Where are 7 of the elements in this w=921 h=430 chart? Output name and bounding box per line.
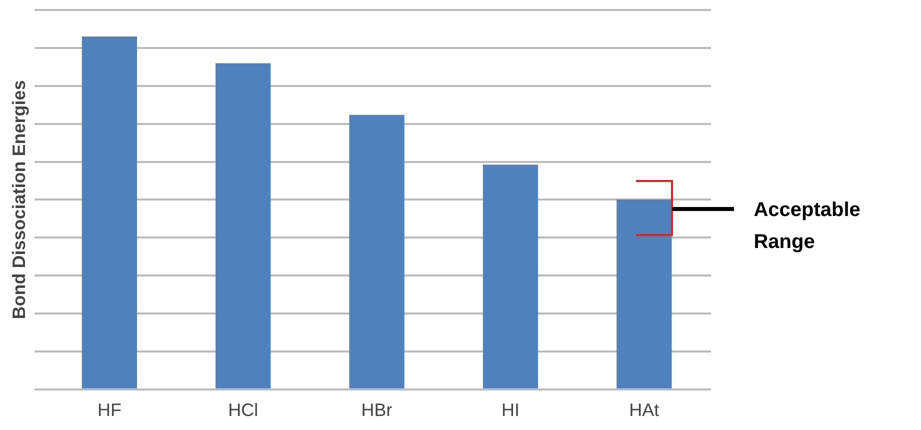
x-tick-label: HCl: [228, 400, 258, 420]
x-tick-label: HF: [97, 400, 122, 420]
x-tick-label: HAt: [629, 400, 660, 420]
x-tick-label: HBr: [361, 400, 392, 420]
y-axis-title: Bond Dissociation Energies: [8, 80, 29, 320]
text: Acceptable Range: [754, 198, 862, 255]
x-tick-label: HI: [501, 400, 520, 420]
